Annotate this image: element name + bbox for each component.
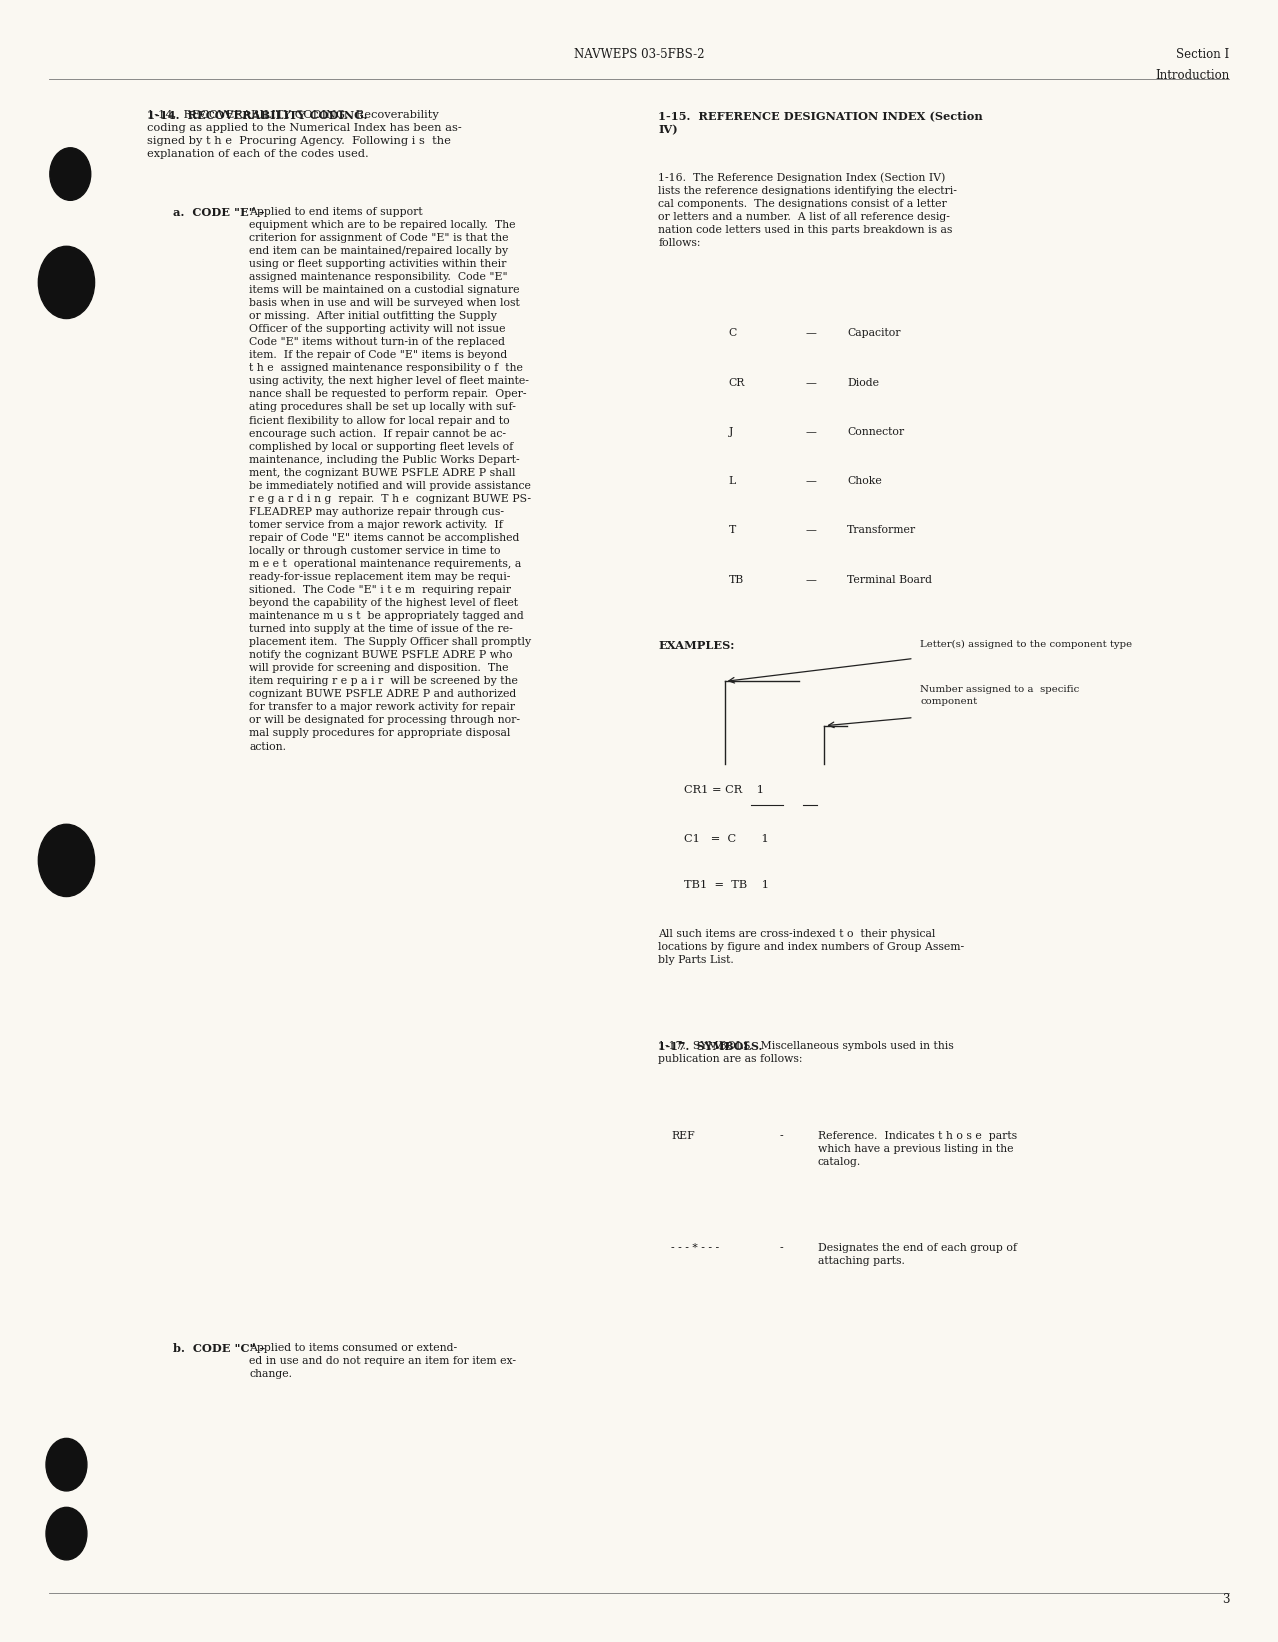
Text: Reference.  Indicates t h o s e  parts
which have a previous listing in the
cata: Reference. Indicates t h o s e parts whi… [818, 1131, 1017, 1167]
Text: 1-14.  RECOVERABILITY CODING.  Recoverability
coding as applied to the Numerical: 1-14. RECOVERABILITY CODING. Recoverabil… [147, 110, 461, 159]
Text: Letter(s) assigned to the component type: Letter(s) assigned to the component type [920, 639, 1132, 649]
Circle shape [50, 148, 91, 200]
Text: T: T [728, 525, 736, 535]
Text: Diode: Diode [847, 378, 879, 388]
Text: Number assigned to a  specific
component: Number assigned to a specific component [920, 685, 1080, 706]
Text: TB: TB [728, 575, 744, 585]
Text: TB1  =  TB    1: TB1 = TB 1 [684, 880, 769, 890]
Text: Transformer: Transformer [847, 525, 916, 535]
Text: C1   =  C       1: C1 = C 1 [684, 834, 768, 844]
Text: Introduction: Introduction [1155, 69, 1229, 82]
Text: Connector: Connector [847, 427, 905, 437]
Text: C: C [728, 328, 736, 338]
Text: Designates the end of each group of
attaching parts.: Designates the end of each group of atta… [818, 1243, 1017, 1266]
Text: —: — [805, 476, 817, 486]
Text: All such items are cross-indexed t o  their physical
locations by figure and ind: All such items are cross-indexed t o the… [658, 929, 965, 965]
Text: -: - [780, 1243, 783, 1253]
Text: Capacitor: Capacitor [847, 328, 901, 338]
Text: —: — [805, 328, 817, 338]
Text: 1-17.  SYMBOLS.: 1-17. SYMBOLS. [658, 1041, 763, 1053]
Text: 1-15.  REFERENCE DESIGNATION INDEX (Section
IV): 1-15. REFERENCE DESIGNATION INDEX (Secti… [658, 110, 983, 135]
Text: Terminal Board: Terminal Board [847, 575, 933, 585]
Text: 1-16.  The Reference Designation Index (Section IV)
lists the reference designat: 1-16. The Reference Designation Index (S… [658, 172, 957, 248]
Text: -: - [780, 1131, 783, 1141]
Circle shape [38, 246, 95, 319]
Circle shape [46, 1438, 87, 1491]
Text: —: — [805, 378, 817, 388]
Text: J: J [728, 427, 732, 437]
Text: REF: REF [671, 1131, 695, 1141]
Circle shape [38, 824, 95, 897]
Text: EXAMPLES:: EXAMPLES: [658, 640, 735, 652]
Text: NAVWEPS 03-5FBS-2: NAVWEPS 03-5FBS-2 [574, 48, 704, 61]
Text: 1-14.  RECOVERABILITY CODING.: 1-14. RECOVERABILITY CODING. [147, 110, 367, 122]
Text: Choke: Choke [847, 476, 882, 486]
Text: Applied to end items of support
equipment which are to be repaired locally.  The: Applied to end items of support equipmen… [249, 207, 532, 752]
Text: —: — [805, 575, 817, 585]
Text: CR1 = CR    1: CR1 = CR 1 [684, 785, 764, 795]
Text: - - - * - - -: - - - * - - - [671, 1243, 720, 1253]
Text: Section I: Section I [1176, 48, 1229, 61]
Text: L: L [728, 476, 736, 486]
Text: CR: CR [728, 378, 745, 388]
Text: b.  CODE "C" –: b. CODE "C" – [173, 1343, 265, 1355]
Text: —: — [805, 427, 817, 437]
Text: —: — [805, 525, 817, 535]
Text: 3: 3 [1222, 1593, 1229, 1606]
Text: Applied to items consumed or extend-
ed in use and do not require an item for it: Applied to items consumed or extend- ed … [249, 1343, 516, 1379]
Circle shape [46, 1507, 87, 1560]
Text: a.  CODE "E" –: a. CODE "E" – [173, 207, 265, 218]
Text: 1-17.  SYMBOLS.  Miscellaneous symbols used in this
publication are as follows:: 1-17. SYMBOLS. Miscellaneous symbols use… [658, 1041, 953, 1064]
